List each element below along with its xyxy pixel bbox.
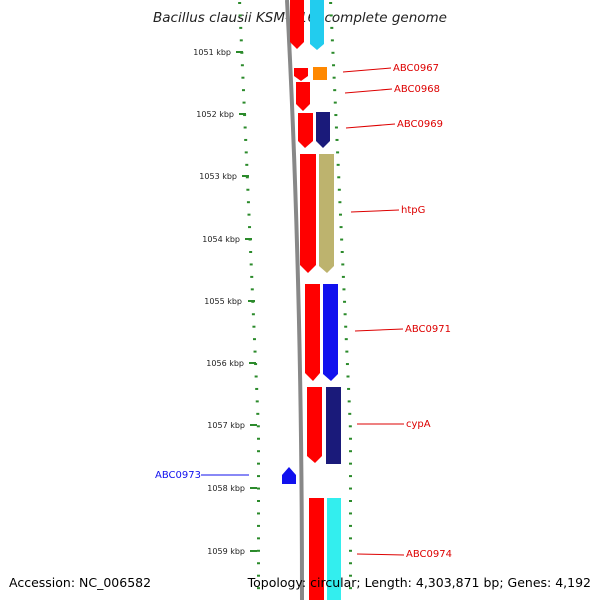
gene-label-htpg[interactable]: htpG <box>401 205 425 216</box>
gene-label-abc0974[interactable]: ABC0974 <box>406 549 452 560</box>
right-minor-ticks <box>329 2 352 590</box>
gene-arrow[interactable] <box>296 82 310 111</box>
gene-arrow[interactable] <box>310 0 324 50</box>
gene-arrow[interactable] <box>323 284 338 381</box>
gene-arrow[interactable] <box>300 154 316 273</box>
gene-label-abc0971[interactable]: ABC0971 <box>405 324 451 335</box>
gene-block[interactable] <box>313 67 327 80</box>
ruler-label-1056: 1056 kbp <box>206 359 244 368</box>
chromosome-backbone <box>285 0 304 600</box>
gene-arrow[interactable] <box>305 284 320 381</box>
ruler-label-1057: 1057 kbp <box>207 421 245 430</box>
major-ticks <box>236 51 257 552</box>
gene-block[interactable] <box>327 498 341 600</box>
ruler-scale: 1051 kbp 1052 kbp 1053 kbp 1054 kbp 1055… <box>193 48 245 556</box>
accession-text: Accession: NC_006582 <box>9 575 152 590</box>
gene-label-abc0967[interactable]: ABC0967 <box>393 63 439 74</box>
leader-line <box>344 88 393 94</box>
outer-gene-track <box>310 0 341 600</box>
gene-block[interactable] <box>326 387 341 464</box>
ruler-label-1051: 1051 kbp <box>193 48 231 57</box>
gene-arrow[interactable] <box>290 0 304 49</box>
gene-label-abc0968[interactable]: ABC0968 <box>394 84 440 95</box>
inner-cds-track <box>290 0 324 600</box>
gene-arrow-abc0973[interactable] <box>282 467 296 484</box>
leader-line <box>356 553 405 556</box>
gene-labels: ABC0967 ABC0968 ABC0969 htpG ABC0971 cyp… <box>393 63 452 560</box>
left-minor-ticks <box>238 2 260 590</box>
ruler-label-1058: 1058 kbp <box>207 484 245 493</box>
gene-arrow[interactable] <box>319 154 334 273</box>
leader-line <box>345 123 396 129</box>
gene-arrow[interactable] <box>294 68 308 81</box>
gene-label-abc0969[interactable]: ABC0969 <box>397 119 443 130</box>
topology-text: Topology: circular; Length: 4,303,871 bp… <box>247 575 591 590</box>
gene-arrow[interactable] <box>307 387 322 463</box>
gene-label-cypa[interactable]: cypA <box>406 419 431 430</box>
gene-label-abc0973[interactable]: ABC0973 <box>155 470 201 481</box>
label-leaders <box>342 67 405 556</box>
leader-line <box>350 209 400 213</box>
ruler-label-1053: 1053 kbp <box>199 172 237 181</box>
gene-arrow[interactable] <box>298 113 313 148</box>
ruler-label-1052: 1052 kbp <box>196 110 234 119</box>
leader-line <box>342 67 392 73</box>
ruler-label-1059: 1059 kbp <box>207 547 245 556</box>
gene-block[interactable] <box>309 498 324 600</box>
ruler-label-1054: 1054 kbp <box>202 235 240 244</box>
gene-arrow[interactable] <box>316 112 330 148</box>
ruler-label-1055: 1055 kbp <box>204 297 242 306</box>
leader-line <box>354 328 404 332</box>
